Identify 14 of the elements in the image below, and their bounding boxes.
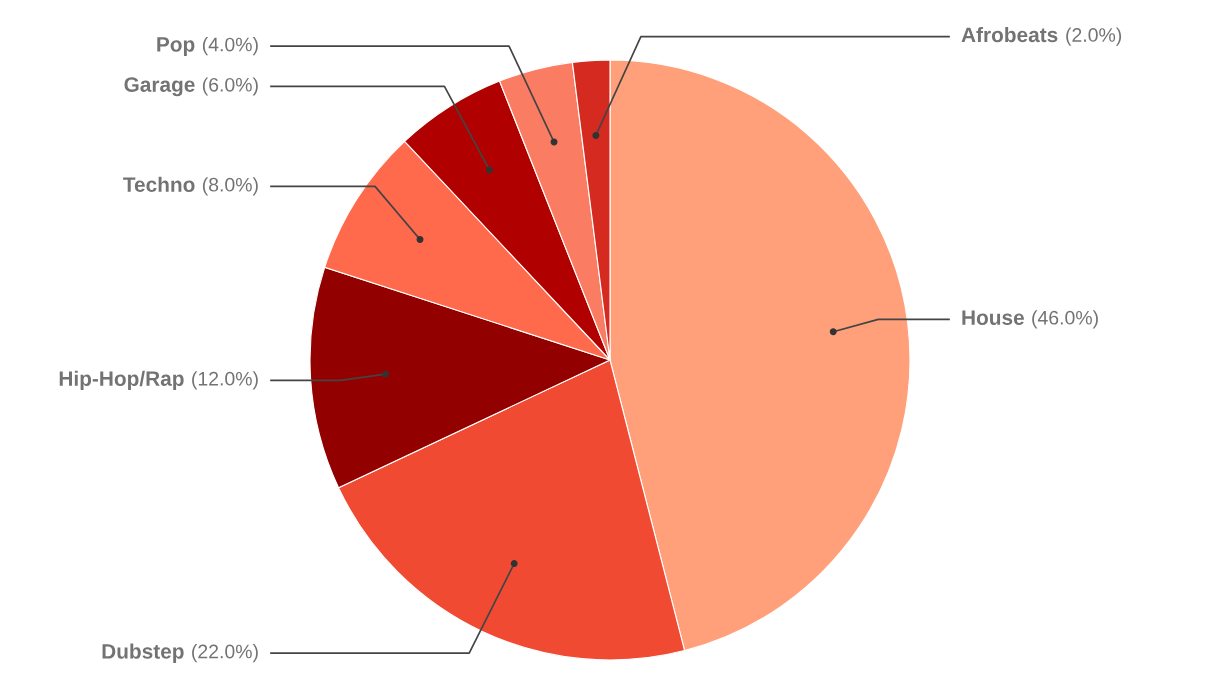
- slice-label: House: [962, 310, 1024, 325]
- slice-label: Hip-Hop/Rap: [59, 370, 184, 391]
- data-label: (6.0%): [202, 77, 258, 96]
- slice-label: Dubstep: [102, 643, 184, 663]
- data-label: (46.0%): [1032, 310, 1098, 329]
- slice-label: Techno: [123, 176, 195, 192]
- data-label: (2.0%): [1066, 27, 1122, 46]
- data-label: (8.0%): [202, 177, 258, 196]
- data-label: (4.0%): [202, 37, 258, 56]
- slice-label: Afrobeats: [961, 26, 1058, 43]
- slice-label: Pop: [157, 37, 195, 56]
- data-label: (12.0%): [192, 371, 258, 390]
- slice-label: Garage: [124, 77, 195, 97]
- data-label: (22.0%): [192, 644, 258, 663]
